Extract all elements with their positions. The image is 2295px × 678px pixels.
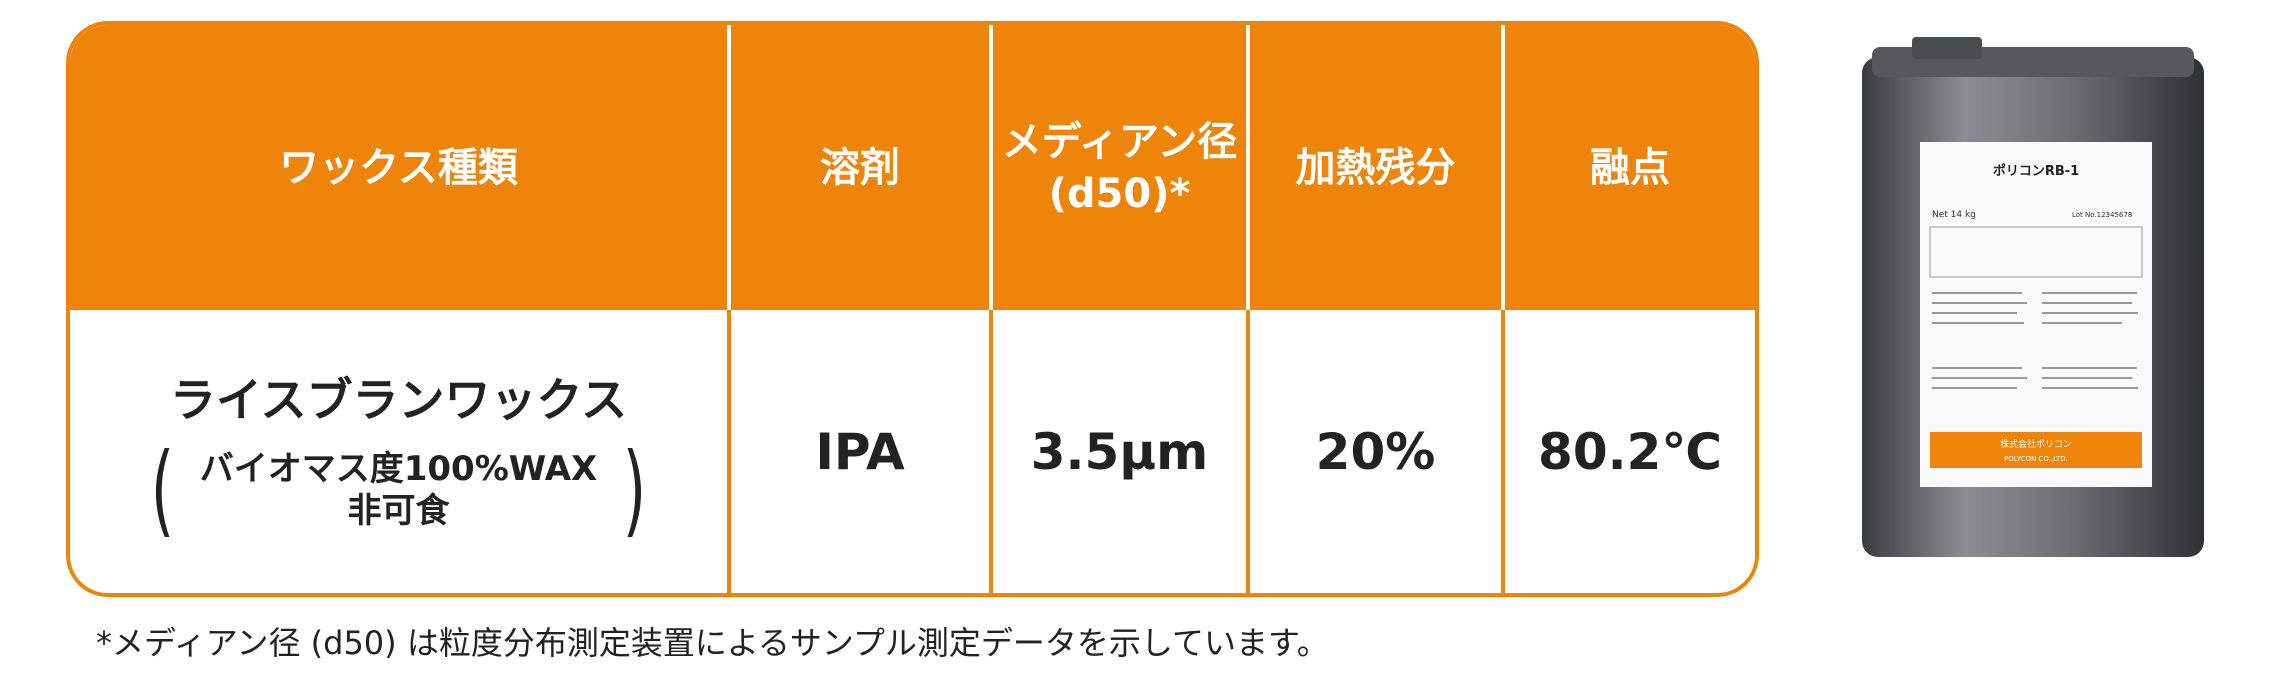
can-cap (1912, 37, 1982, 59)
can-label (1920, 142, 2152, 487)
label-text-lines (1932, 292, 2138, 389)
header-text: 溶剤 (820, 144, 900, 191)
product-can: ポリコンRB-1 Net 14 kg Lot No.12345678 株式会社ポ… (1862, 37, 2204, 557)
note-line: 非可食 (347, 490, 450, 531)
header-cell: 融点 (1501, 25, 1755, 310)
header-text: 融点 (1590, 144, 1670, 191)
header-cell: ワックス種類 (70, 25, 727, 310)
header-text: (d50)* (1048, 170, 1191, 217)
bracket: ) (623, 430, 647, 548)
label-company: 株式会社ポリコン (2000, 438, 2072, 450)
label-company-en: POLYCON CO.,LTD. (2004, 455, 2068, 463)
header-text: 加熱残分 (1295, 144, 1456, 191)
median-cell: 3.5μm (989, 310, 1246, 593)
header-row: ワックス種類 溶剤 メディアン径 (d50)* 加熱残分 融点 (70, 25, 1755, 310)
header-text: メディアン径 (1001, 118, 1238, 165)
header-cell: メディアン径 (d50)* (989, 25, 1246, 310)
data-row: ライスブランワックス ( バイオマス度100%WAX 非可食 ) IPA 3.5… (70, 310, 1755, 593)
note-line: バイオマス度100%WAX (199, 448, 598, 489)
note-lines: バイオマス度100%WAX 非可食 (200, 448, 598, 532)
header-cell: 溶剤 (727, 25, 989, 310)
header-cell: 加熱残分 (1246, 25, 1501, 310)
melting-cell: 80.2℃ (1501, 310, 1755, 593)
wax-name: ライスブランワックス (169, 372, 628, 427)
wax-note: ( バイオマス度100%WAX 非可食 ) (143, 430, 655, 548)
footnote: *メディアン径 (d50) は粒度分布測定装置によるサンプル測定データを示してい… (96, 624, 1329, 662)
label-lot: Lot No.12345678 (2072, 211, 2132, 219)
residue-cell: 20% (1246, 310, 1501, 593)
header-text: ワックス種類 (279, 144, 518, 191)
name-cell: ライスブランワックス ( バイオマス度100%WAX 非可食 ) (70, 310, 727, 593)
spec-table: ワックス種類 溶剤 メディアン径 (d50)* 加熱残分 融点 ライスブランワックス ( … (66, 21, 1759, 597)
bracket: ( (150, 430, 174, 548)
label-box (1929, 226, 2143, 278)
label-product: ポリコンRB-1 (1993, 163, 2079, 179)
solvent-cell: IPA (727, 310, 989, 593)
label-net: Net 14 kg (1932, 210, 1976, 220)
label-band (1930, 432, 2142, 468)
